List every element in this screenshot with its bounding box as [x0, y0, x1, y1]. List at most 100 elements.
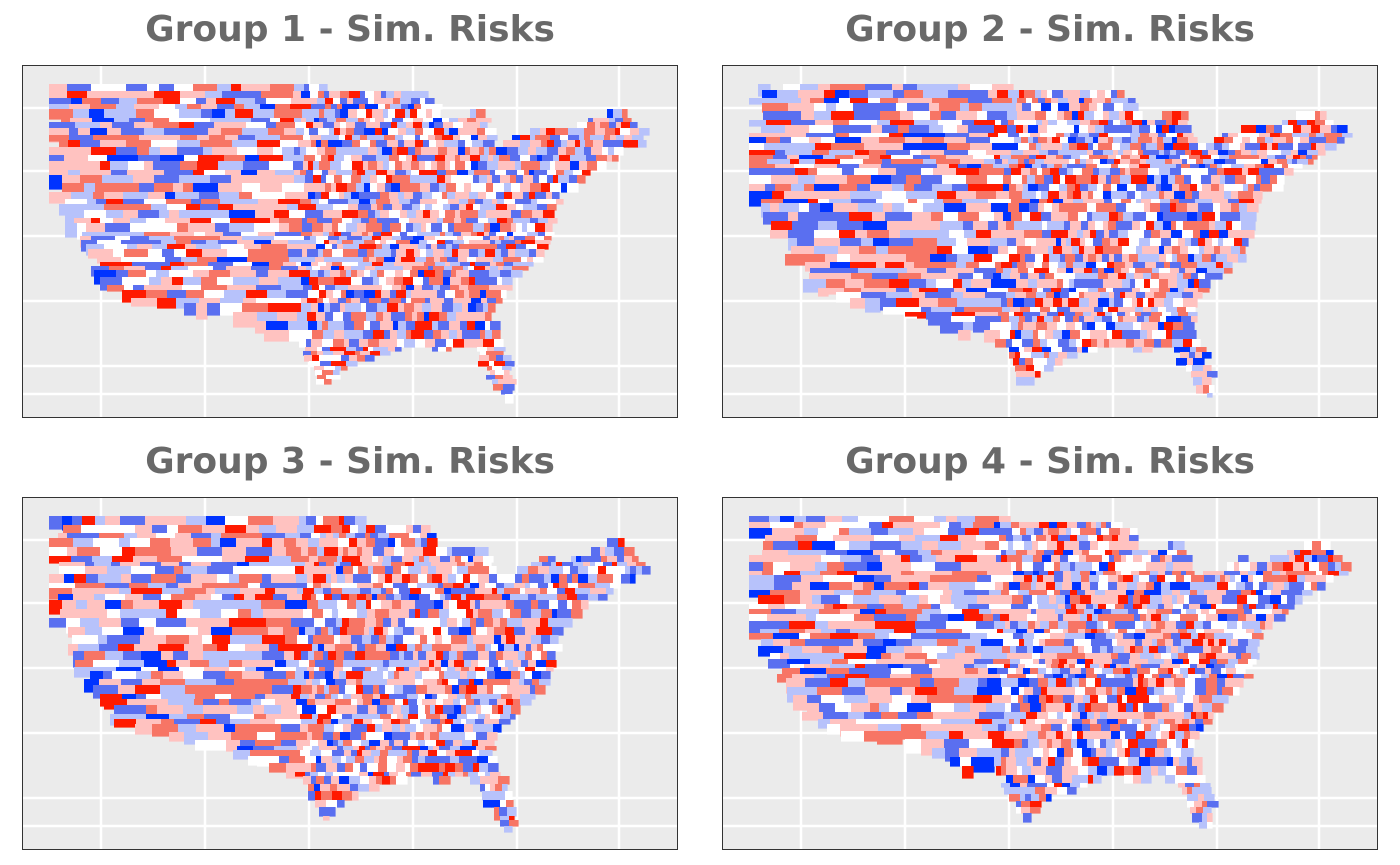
county — [624, 135, 633, 141]
county — [465, 627, 472, 636]
county — [333, 290, 342, 299]
county — [384, 118, 393, 123]
county — [87, 91, 107, 103]
county — [296, 538, 304, 548]
county — [1118, 238, 1130, 247]
county — [1217, 168, 1225, 176]
county — [324, 109, 336, 119]
county — [456, 183, 465, 193]
county — [1052, 203, 1060, 213]
county — [325, 772, 334, 777]
county — [1138, 254, 1149, 263]
county — [590, 135, 596, 141]
county — [301, 719, 312, 725]
county — [88, 155, 108, 166]
county — [299, 627, 306, 636]
county — [387, 140, 399, 148]
county — [1116, 155, 1122, 160]
county — [805, 262, 831, 272]
county — [302, 109, 309, 119]
county — [622, 109, 628, 119]
county — [1137, 298, 1144, 308]
county — [481, 118, 492, 123]
county — [206, 516, 226, 527]
county — [531, 600, 539, 610]
county — [531, 609, 542, 619]
county — [435, 588, 445, 595]
county — [1267, 150, 1277, 156]
county — [194, 232, 206, 239]
county — [1017, 98, 1027, 104]
county — [1021, 137, 1029, 144]
county — [1130, 279, 1136, 289]
county — [493, 618, 501, 628]
county — [546, 667, 554, 672]
county — [368, 339, 380, 348]
county — [396, 290, 407, 299]
county — [372, 594, 378, 601]
county — [749, 143, 765, 154]
county — [504, 370, 510, 376]
county — [383, 347, 389, 352]
county — [408, 104, 415, 110]
county — [498, 644, 505, 652]
county — [318, 303, 325, 313]
county — [485, 784, 491, 792]
county — [301, 262, 312, 267]
county — [421, 566, 429, 575]
county — [375, 210, 381, 219]
county — [1228, 150, 1236, 156]
county — [518, 667, 526, 672]
county — [409, 533, 421, 539]
county — [388, 109, 396, 119]
county — [381, 588, 387, 595]
county — [974, 120, 996, 128]
county — [958, 84, 971, 91]
county — [1232, 254, 1239, 263]
county — [414, 660, 420, 668]
county — [200, 204, 219, 212]
county — [415, 679, 424, 686]
county — [842, 168, 855, 177]
county — [297, 705, 303, 715]
county — [494, 807, 500, 817]
county — [403, 175, 411, 184]
county — [362, 635, 372, 645]
county — [211, 562, 238, 567]
county — [1105, 312, 1113, 317]
county — [386, 240, 397, 245]
county — [391, 618, 399, 628]
county — [407, 232, 418, 237]
county — [826, 273, 852, 285]
county — [435, 298, 445, 304]
county — [118, 685, 136, 697]
county — [608, 147, 615, 156]
county — [1178, 238, 1186, 247]
county — [1157, 159, 1166, 165]
county — [314, 118, 320, 123]
county — [1170, 273, 1178, 280]
county — [1036, 322, 1048, 331]
county — [257, 547, 273, 557]
county — [308, 705, 317, 715]
county — [815, 143, 832, 151]
county — [1054, 159, 1060, 165]
county — [824, 90, 836, 106]
county — [409, 705, 419, 715]
county — [331, 714, 343, 720]
county — [504, 644, 515, 652]
county — [528, 594, 537, 601]
county — [479, 147, 485, 156]
county — [345, 135, 353, 141]
county — [443, 122, 454, 129]
county — [561, 183, 568, 193]
county — [1118, 273, 1127, 280]
county — [1114, 159, 1121, 165]
county — [1190, 184, 1198, 192]
county — [74, 667, 96, 678]
county — [1152, 268, 1160, 274]
county — [431, 161, 438, 171]
county — [408, 538, 416, 548]
county — [346, 347, 352, 352]
county — [1061, 238, 1067, 247]
